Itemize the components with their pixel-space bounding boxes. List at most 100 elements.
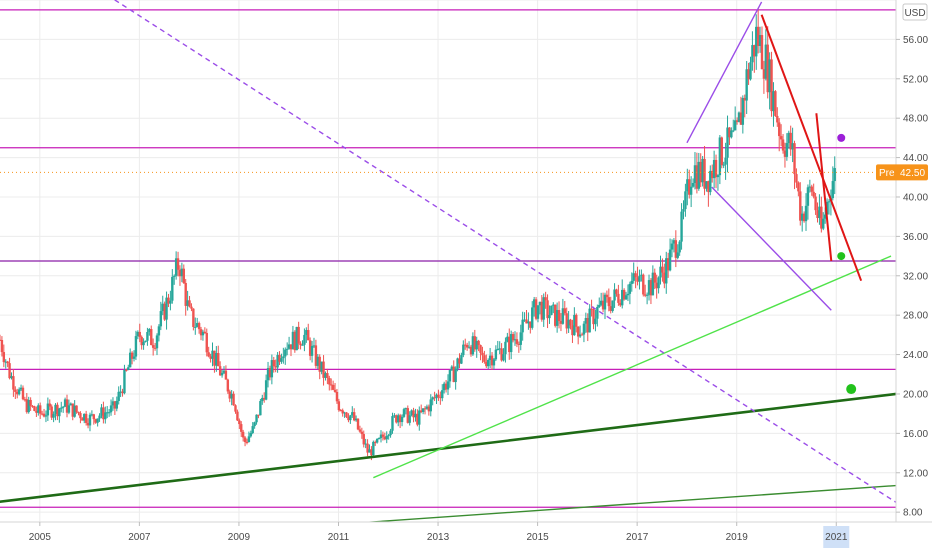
candle-up <box>169 300 172 304</box>
currency-badge[interactable] <box>902 3 928 21</box>
candle-up <box>672 240 676 244</box>
candle-up <box>527 321 530 324</box>
candle-up <box>391 416 394 431</box>
candle-up <box>536 305 540 319</box>
candle-up <box>404 408 408 410</box>
candle-up <box>402 409 406 417</box>
candle-down <box>113 401 117 409</box>
candle-down <box>586 317 589 333</box>
candle-down <box>16 391 19 395</box>
candle-down <box>241 431 245 438</box>
candle-down <box>274 366 277 368</box>
candle-up <box>37 405 40 413</box>
candle-down <box>150 329 153 346</box>
candle-up <box>624 295 628 300</box>
candle-down <box>167 297 170 304</box>
candle-down <box>439 397 442 399</box>
candle-down <box>238 420 241 425</box>
candle-down <box>236 411 239 421</box>
candle-up <box>823 214 827 219</box>
trend-lines <box>0 0 897 525</box>
candle-up <box>628 283 632 294</box>
candle-up <box>521 319 524 333</box>
candle-down <box>56 404 59 417</box>
candle-down <box>356 418 360 430</box>
candle-down <box>615 289 618 294</box>
candle-up <box>626 293 630 296</box>
candle-down <box>360 431 364 435</box>
candle-up <box>67 405 71 413</box>
candle-down <box>330 384 333 386</box>
candle-up <box>599 300 603 305</box>
candle-up <box>379 434 383 439</box>
price-tick-label: 52.00 <box>903 74 928 85</box>
candle-down <box>607 297 611 307</box>
candle-down <box>762 69 766 79</box>
candle-up <box>377 438 381 440</box>
candle-down <box>437 394 440 398</box>
candle-up <box>532 299 536 308</box>
price-tick-label: 16.00 <box>903 429 928 440</box>
candle-down <box>580 334 584 336</box>
candle-up <box>270 360 274 378</box>
candle-down <box>619 302 622 306</box>
candle-up <box>467 346 471 348</box>
price-marker-value: 42.50 <box>900 168 925 179</box>
candle-down <box>473 336 477 350</box>
candle-up <box>44 415 48 417</box>
candle-down <box>370 449 373 456</box>
candle-up <box>806 187 810 206</box>
candle-down <box>444 383 448 390</box>
candle-down <box>789 132 792 150</box>
time-tick-label: 2007 <box>128 532 151 543</box>
candle-up <box>538 301 542 306</box>
candle-up <box>194 326 197 328</box>
candle-up <box>442 383 446 391</box>
candle-up <box>83 413 86 421</box>
candle-up <box>52 413 55 418</box>
candle-down <box>605 294 609 298</box>
candle-down <box>228 391 231 399</box>
candle-down <box>81 418 84 421</box>
candle-up <box>132 356 136 359</box>
price-axis-bg <box>896 0 932 550</box>
candle-up <box>632 273 635 281</box>
candle-up <box>768 59 771 93</box>
candle-down <box>178 269 182 277</box>
candle-down <box>226 379 230 392</box>
candle-down <box>601 300 605 310</box>
candle-up <box>705 181 708 189</box>
candle-up <box>285 348 289 350</box>
candle-down <box>163 303 166 320</box>
candle-up <box>808 186 812 188</box>
candle-up <box>393 415 396 417</box>
candle-down <box>820 206 823 229</box>
price-tick-label: 8.00 <box>903 508 923 519</box>
candle-up <box>676 252 679 258</box>
trend-line <box>711 186 832 311</box>
trend-line <box>343 484 897 525</box>
candle-down <box>23 399 27 401</box>
candle-up <box>58 408 61 417</box>
candle-up <box>701 158 704 183</box>
candle-down <box>278 354 281 362</box>
candle-up <box>142 341 145 346</box>
price-marker-label: Pre <box>879 168 895 179</box>
time-tick-label: 2021 <box>825 532 848 543</box>
candle-up <box>825 202 829 215</box>
candle-up <box>598 304 601 307</box>
candle-up <box>115 400 118 409</box>
horizontal-lines <box>0 9 896 508</box>
candle-up <box>249 433 253 437</box>
candle-down <box>299 343 302 346</box>
candle-up <box>368 449 371 453</box>
candle-down <box>714 159 718 178</box>
candle-down <box>190 306 193 309</box>
candle-down <box>783 150 787 157</box>
candle-up <box>73 405 76 417</box>
candle-up <box>659 266 662 278</box>
candle-down <box>224 370 228 380</box>
candle-up <box>804 205 808 222</box>
